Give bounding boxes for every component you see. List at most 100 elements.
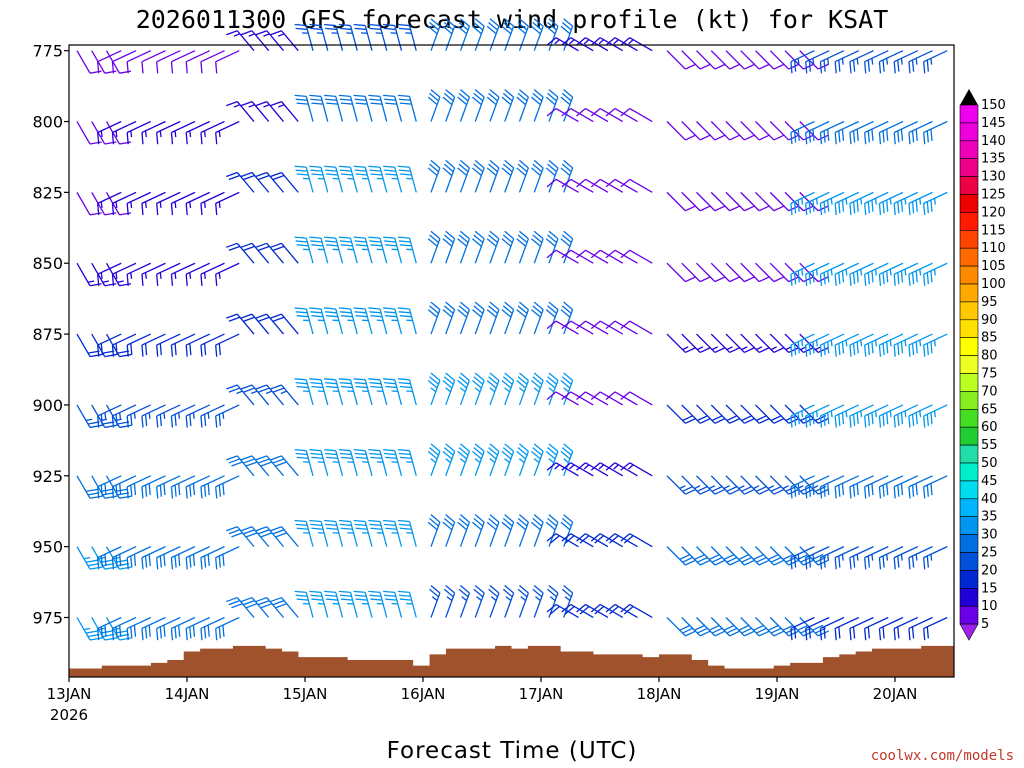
wind-barb [790,262,815,286]
wind-barb [893,333,919,357]
barb-flag [275,532,287,538]
barb-flag [430,514,441,523]
barb-flag [324,23,336,27]
barb-flag [311,527,324,530]
barb-shaft [614,462,638,477]
wind-barb [368,449,388,476]
barb-flag [226,313,238,319]
wind-barb [666,617,697,637]
wind-barb [725,191,756,212]
barb-flag [517,234,528,244]
barb-flag [882,343,885,356]
barb-shaft [555,249,579,264]
barb-flag [126,345,129,357]
wind-barb [368,519,388,547]
barb-half-flag [723,485,730,490]
barb-shaft [893,616,919,630]
wind-barb [156,616,181,641]
barb-flag [294,94,307,98]
barb-flag [226,171,238,178]
barb-shaft [408,592,417,618]
wind-barb [908,616,933,641]
barb-flag [443,234,454,244]
barb-flag [97,274,100,286]
barb-flag [354,27,367,31]
barb-flag [458,305,469,314]
x-tick-label: 16JAN [401,685,446,703]
barb-flag [207,483,210,496]
wind-barb [908,262,933,286]
barb-flag [488,21,498,31]
barb-flag [797,129,800,141]
barb-shaft [696,546,716,566]
barb-flag [310,169,323,172]
barb-flag [170,486,174,499]
barb-flag [215,61,218,74]
barb-flag [115,414,118,426]
wind-barb [893,120,919,145]
barb-shaft [555,178,579,193]
barb-flag [923,274,926,286]
barb-flag [517,21,528,31]
barb-flag [576,108,586,117]
barb-flag [486,379,497,389]
barb-flag [547,588,557,598]
barb-flag [474,372,485,381]
wind-barb [620,462,653,477]
barb-flag [383,23,395,27]
barb-half-flag [827,554,830,561]
credit-text: coolwx.com/models [871,748,1014,764]
wind-barb [270,313,299,335]
barb-shaft [379,308,388,335]
wind-barb [878,262,904,286]
barb-half-flag [474,458,481,464]
wind-barb [443,585,456,618]
barb-flag [338,23,351,27]
barb-shaft [585,107,609,123]
barb-flag [100,343,103,356]
wind-barb [126,50,152,74]
barb-flag [383,165,395,168]
barb-flag [325,452,337,456]
barb-half-flag [697,346,704,351]
barb-shaft [725,617,745,637]
barb-shaft [281,313,299,335]
wind-barb [427,443,441,477]
colorbar-segment [959,122,979,142]
barb-shaft [335,167,344,193]
wind-barb [309,94,329,122]
barb-half-flag [711,346,719,351]
colorbar-segment [959,426,979,446]
barb-flag [353,378,366,381]
barb-flag [788,417,800,424]
barb-shaft [112,191,137,204]
barb-shaft [141,546,166,559]
barb-flag [502,234,513,244]
barb-flag [170,628,174,641]
wind-barb [185,404,211,428]
barb-shaft [430,96,441,122]
wind-barb [215,404,240,428]
wind-barb [545,443,559,477]
barb-shaft [379,96,388,122]
barb-flag [714,205,726,212]
y-tick-label: 925 [32,467,63,486]
barb-shaft [320,167,329,193]
barb-flag [878,345,882,357]
barb-flag [926,201,929,214]
barb-flag [560,25,571,35]
barb-shaft [548,380,559,406]
barb-flag [817,276,830,283]
barb-shaft [236,384,255,406]
barb-flag [849,628,852,641]
colorbar-segment [959,104,979,124]
barb-flag [685,417,697,424]
barb-shaft [185,546,211,559]
barb-flag [397,236,410,239]
barb-shaft [266,242,284,264]
wind-barb [338,94,358,122]
barb-flag [325,240,337,243]
wind-barb [834,475,860,499]
wind-barb [560,89,574,122]
barb-flag [218,555,221,568]
